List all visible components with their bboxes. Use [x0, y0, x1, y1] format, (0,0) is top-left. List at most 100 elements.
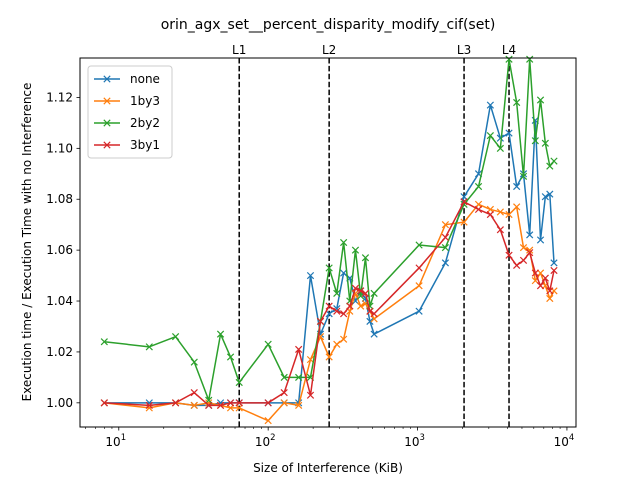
data-point — [280, 373, 288, 382]
data-point — [541, 274, 549, 282]
data-point — [171, 333, 180, 341]
x-tick-base: 10 — [554, 435, 569, 449]
legend: none 1by3 2by2 3by1 — [87, 65, 173, 159]
series-group — [100, 55, 558, 425]
chart-title: orin_agx_set__percent_disparity_modify_c… — [161, 17, 496, 33]
data-point — [100, 338, 108, 346]
data-point — [505, 129, 513, 137]
data-point — [340, 269, 348, 277]
data-point — [100, 399, 108, 407]
x-tick-label: 104 — [554, 433, 575, 449]
data-point — [361, 254, 370, 262]
data-point — [513, 98, 521, 107]
data-point — [145, 343, 153, 351]
data-point — [333, 305, 341, 313]
data-point — [325, 353, 333, 361]
data-point — [486, 131, 494, 140]
x-tick-label: 101 — [105, 433, 126, 449]
data-point — [441, 243, 450, 252]
data-point — [370, 310, 378, 318]
data-point — [505, 251, 513, 259]
x-tick-base: 10 — [255, 435, 270, 449]
data-point — [513, 182, 521, 191]
data-point — [536, 236, 545, 244]
data-point — [496, 134, 504, 142]
data-point — [295, 345, 303, 354]
data-point — [486, 101, 494, 109]
data-point — [460, 218, 468, 226]
y-tick-label: 1.06 — [46, 243, 73, 257]
data-point — [190, 358, 198, 366]
data-point — [441, 233, 450, 242]
data-point — [531, 137, 539, 145]
data-point — [357, 302, 365, 310]
legend-label: 2by2 — [130, 116, 160, 130]
data-point — [546, 287, 554, 295]
legend-item-none: none — [94, 72, 160, 86]
data-point — [280, 389, 288, 397]
data-point — [550, 266, 558, 275]
data-point — [415, 282, 423, 290]
data-point — [519, 243, 528, 252]
data-point — [505, 55, 513, 63]
y-tick-label: 1.12 — [46, 90, 73, 104]
data-point — [333, 289, 341, 298]
data-point — [205, 401, 213, 409]
data-point — [550, 157, 558, 165]
data-point — [550, 259, 558, 267]
legend-label: none — [130, 72, 160, 86]
vline-label-l1: L1 — [232, 43, 246, 57]
data-point — [357, 287, 365, 295]
data-point — [226, 399, 235, 407]
data-point — [325, 310, 333, 318]
data-point — [531, 269, 539, 277]
data-point — [536, 282, 545, 290]
data-point — [541, 193, 549, 201]
data-point — [526, 249, 534, 257]
data-point — [441, 221, 450, 229]
data-point — [474, 205, 483, 214]
data-point — [541, 139, 549, 147]
data-point — [346, 302, 354, 310]
data-point — [340, 238, 348, 247]
data-point — [519, 256, 528, 264]
series-3by1 — [100, 198, 558, 409]
data-point — [513, 261, 521, 270]
legend-item-3by1: 3by1 — [94, 138, 160, 152]
data-point — [264, 417, 272, 425]
cache-level-lines: L1 L2 L3 L4 — [232, 43, 516, 427]
data-point — [496, 208, 504, 216]
x-axis: 101 102 103 104 — [85, 427, 575, 449]
data-point — [546, 190, 554, 198]
data-point — [441, 259, 450, 267]
data-point — [496, 144, 504, 152]
data-point — [333, 340, 341, 348]
data-point — [295, 373, 303, 382]
data-point — [415, 264, 423, 272]
y-tick-label: 1.04 — [46, 294, 73, 308]
data-point — [226, 353, 235, 361]
data-point — [325, 302, 333, 310]
data-point — [306, 271, 315, 280]
data-point — [145, 401, 153, 409]
x-tick-exponent: 2 — [270, 433, 275, 443]
data-point — [361, 289, 370, 298]
data-point — [526, 246, 534, 254]
data-point — [526, 55, 534, 63]
data-point — [306, 391, 315, 399]
legend-label: 3by1 — [130, 138, 160, 152]
data-point — [280, 399, 288, 407]
vline-label-l2: L2 — [322, 43, 336, 57]
legend-box — [87, 65, 173, 159]
data-point — [474, 182, 483, 191]
data-point — [316, 317, 325, 326]
data-point — [264, 340, 272, 348]
legend-label: 1by3 — [130, 94, 160, 108]
y-axis-label: Execution time / Execution Time with no … — [20, 83, 34, 402]
data-point — [370, 330, 378, 338]
data-point — [486, 210, 494, 219]
data-point — [351, 284, 360, 292]
data-point — [216, 401, 225, 409]
data-point — [366, 317, 374, 326]
data-point — [366, 307, 374, 315]
